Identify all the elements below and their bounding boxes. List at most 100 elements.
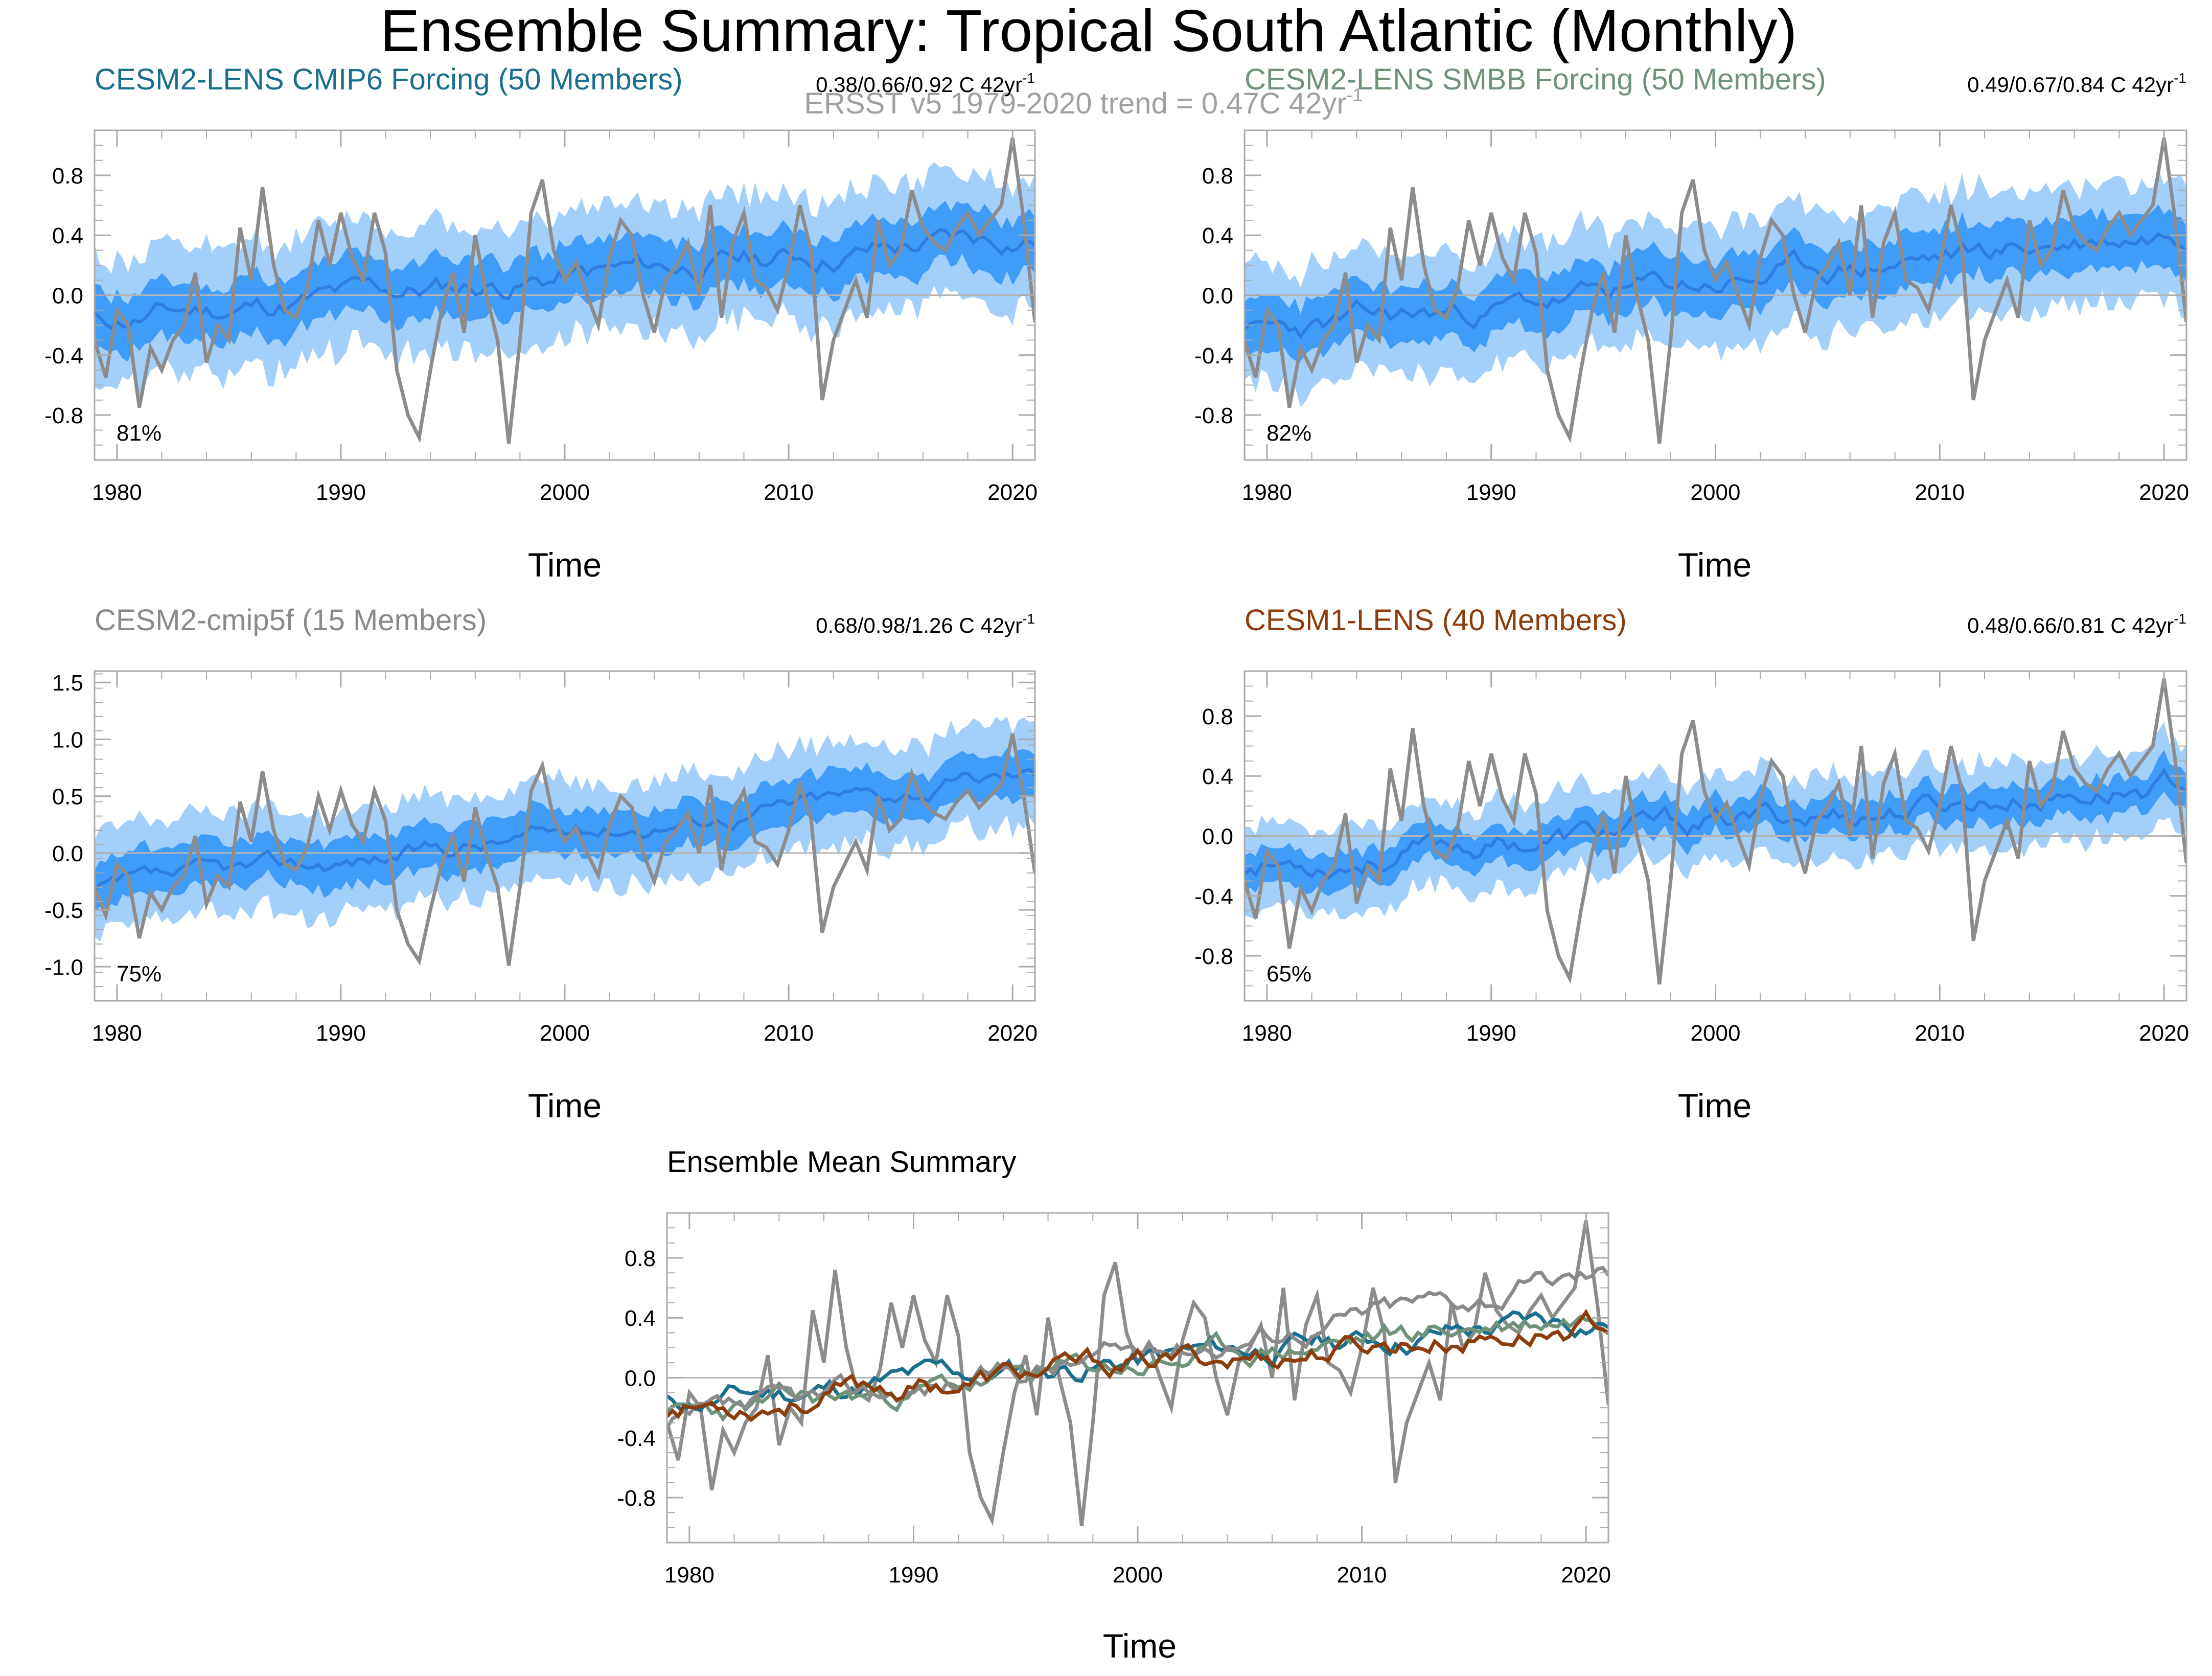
panel-cmip6-ytick-label-0: -0.8 bbox=[44, 403, 83, 428]
panel-cmip5f-trend: 0.68/0.98/1.26 C 42yr-1 bbox=[816, 611, 1035, 637]
panel-summary-ytick-label-0: -0.8 bbox=[617, 1486, 656, 1511]
panel-smbb-xtick-label-0: 1980 bbox=[1242, 480, 1292, 505]
panel-cmip5f-xtick-label-2: 2000 bbox=[540, 1021, 590, 1046]
panel-cesm1-xtick-label-1: 1990 bbox=[1466, 1021, 1516, 1046]
panel-cesm1-xtick-label-0: 1980 bbox=[1242, 1021, 1292, 1046]
panel-cesm1-xlabel: Time bbox=[1678, 1087, 1752, 1124]
panel-cmip5f-ytick-label-2: 0.0 bbox=[52, 841, 83, 866]
panel-cmip6-trend: 0.38/0.66/0.92 C 42yr-1 bbox=[816, 70, 1035, 97]
panel-cmip5f: CESM2-cmip5f (15 Members) 0.68/0.98/1.26… bbox=[44, 604, 1038, 1124]
panel-smbb-xtick-label-4: 2020 bbox=[2139, 480, 2189, 505]
panel-smbb: CESM2-LENS SMBB Forcing (50 Members) 0.4… bbox=[1194, 63, 2189, 584]
panel-cesm1-ytick-label-0: -0.8 bbox=[1194, 944, 1233, 969]
panel-summary-ytick-label-4: 0.8 bbox=[625, 1246, 656, 1271]
panel-smbb-xtick-label-1: 1990 bbox=[1466, 480, 1516, 505]
figure-subtitle-sup: -1 bbox=[1347, 84, 1363, 105]
panel-cmip6-obs-line bbox=[95, 137, 1035, 444]
panel-smbb-xtick-label-2: 2000 bbox=[1691, 480, 1741, 505]
panel-smbb-xtick-label-3: 2010 bbox=[1915, 480, 1965, 505]
panel-smbb-xlabel: Time bbox=[1678, 546, 1752, 584]
panel-cmip5f-ytick-label-4: 1.0 bbox=[52, 727, 83, 752]
panel-cmip5f-title: CESM2-cmip5f (15 Members) bbox=[95, 604, 487, 637]
panel-cesm1-pct: 65% bbox=[1266, 961, 1311, 986]
panel-cmip5f-pct: 75% bbox=[117, 961, 162, 986]
panel-cmip5f-ytick-label-3: 0.5 bbox=[52, 785, 83, 810]
panel-cesm1-plot-area bbox=[1245, 678, 2186, 985]
panel-cesm1-ytick-label-3: 0.4 bbox=[1202, 764, 1233, 789]
panel-cmip6-trend-text: 0.38/0.66/0.92 C 42yr bbox=[816, 73, 1022, 97]
panel-cmip6-xtick-label-1: 1990 bbox=[316, 480, 366, 505]
panel-cesm1-ytick-label-4: 0.8 bbox=[1202, 704, 1233, 729]
panel-cesm1-xtick-label-4: 2020 bbox=[2139, 1021, 2189, 1046]
panel-smbb-title: CESM2-LENS SMBB Forcing (50 Members) bbox=[1245, 63, 1826, 96]
panel-cesm1-ytick-label-1: -0.4 bbox=[1194, 884, 1233, 909]
panel-summary-title: Ensemble Mean Summary bbox=[667, 1145, 1016, 1179]
panel-summary-series-3 bbox=[667, 1308, 1608, 1422]
panel-summary-series-0 bbox=[667, 1310, 1608, 1413]
panel-summary-plot-area bbox=[667, 1220, 1608, 1527]
panel-cmip6-xtick-label-4: 2020 bbox=[987, 480, 1038, 505]
panel-summary-xtick-label-4: 2020 bbox=[1561, 1563, 1611, 1588]
panel-cesm1-trend-text: 0.48/0.66/0.81 C 42yr bbox=[1967, 613, 2174, 637]
panel-smbb-ytick-label-1: -0.4 bbox=[1194, 343, 1233, 369]
panel-cmip5f-trend-sup: -1 bbox=[1022, 611, 1035, 627]
panel-smbb-ens-mean-line bbox=[1245, 232, 2186, 339]
panel-cmip6: CESM2-LENS CMIP6 Forcing (50 Members) 0.… bbox=[44, 63, 1038, 584]
panel-cmip6-title: CESM2-LENS CMIP6 Forcing (50 Members) bbox=[95, 63, 683, 96]
panel-cesm1-trend-sup: -1 bbox=[2174, 611, 2186, 627]
panel-cmip6-ytick-label-1: -0.4 bbox=[44, 343, 83, 369]
panel-cmip5f-obs-line bbox=[95, 733, 1035, 966]
panel-summary: Ensemble Mean Summary Time -0.8 -0.4 0.0 0.… bbox=[617, 1145, 1611, 1665]
panel-cmip6-xtick-label-2: 2000 bbox=[540, 480, 590, 505]
panel-cesm1-ytick-label-2: 0.0 bbox=[1202, 824, 1233, 850]
panel-cmip5f-trend-text: 0.68/0.98/1.26 C 42yr bbox=[816, 613, 1022, 637]
panel-cmip5f-xtick-label-4: 2020 bbox=[987, 1021, 1038, 1046]
panel-summary-xtick-label-1: 1990 bbox=[888, 1563, 938, 1588]
panel-smbb-obs-line bbox=[1245, 137, 2186, 444]
panel-summary-xtick-label-3: 2010 bbox=[1337, 1563, 1387, 1588]
panel-cesm1-obs-line bbox=[1245, 678, 2186, 985]
panel-cesm1: CESM1-LENS (40 Members) 0.48/0.66/0.81 C… bbox=[1194, 604, 2189, 1124]
panel-cmip6-pct: 81% bbox=[117, 421, 162, 446]
figure-subtitle-text: ERSST v5 1979-2020 trend = 0.47C 42yr bbox=[804, 87, 1346, 120]
panel-cmip5f-plot-area bbox=[95, 716, 1035, 966]
panel-cmip6-ytick-label-4: 0.8 bbox=[52, 164, 83, 189]
panel-cmip6-xlabel: Time bbox=[528, 546, 602, 584]
panel-cesm1-xtick-label-2: 2000 bbox=[1691, 1021, 1741, 1046]
panel-cmip6-trend-sup: -1 bbox=[1022, 70, 1035, 86]
panel-smbb-ytick-label-2: 0.0 bbox=[1202, 284, 1233, 309]
panel-cmip5f-xtick-label-0: 1980 bbox=[92, 1021, 142, 1046]
panel-smbb-ytick-label-3: 0.4 bbox=[1202, 223, 1233, 248]
panel-cmip6-ytick-label-2: 0.0 bbox=[52, 284, 83, 309]
panel-cmip5f-xtick-label-1: 1990 bbox=[316, 1021, 366, 1046]
panel-summary-ytick-label-2: 0.0 bbox=[625, 1366, 656, 1391]
panel-smbb-pct: 82% bbox=[1266, 421, 1311, 446]
panel-summary-ytick-label-1: -0.4 bbox=[617, 1426, 656, 1451]
panel-summary-xtick-label-0: 1980 bbox=[664, 1563, 715, 1588]
panel-cmip5f-ytick-label-1: -0.5 bbox=[44, 898, 83, 923]
panel-smbb-ytick-label-0: -0.8 bbox=[1194, 403, 1233, 428]
panel-cmip6-xtick-label-0: 1980 bbox=[92, 480, 142, 505]
panel-summary-ytick-label-3: 0.4 bbox=[625, 1306, 656, 1331]
panel-smbb-trend-sup: -1 bbox=[2174, 70, 2186, 86]
panel-smbb-ytick-label-4: 0.8 bbox=[1202, 164, 1233, 189]
panel-cesm1-xtick-label-3: 2010 bbox=[1915, 1021, 1965, 1046]
panel-cmip6-xtick-label-3: 2010 bbox=[764, 480, 814, 505]
panel-smbb-trend-text: 0.49/0.67/0.84 C 42yr bbox=[1967, 73, 2174, 97]
panel-summary-xlabel: Time bbox=[1103, 1627, 1177, 1665]
figure-title: Ensemble Summary: Tropical South Atlanti… bbox=[380, 0, 1797, 64]
panel-cmip6-plot-area bbox=[95, 137, 1035, 444]
figure-subtitle: ERSST v5 1979-2020 trend = 0.47C 42yr-1 bbox=[804, 84, 1363, 120]
panel-smbb-plot-area bbox=[1245, 137, 2186, 444]
panel-cesm1-trend: 0.48/0.66/0.81 C 42yr-1 bbox=[1967, 611, 2186, 637]
panel-cmip5f-xtick-label-3: 2010 bbox=[764, 1021, 814, 1046]
panel-smbb-trend: 0.49/0.67/0.84 C 42yr-1 bbox=[1967, 70, 2186, 97]
panel-cmip5f-xlabel: Time bbox=[528, 1087, 602, 1124]
panel-summary-xtick-label-2: 2000 bbox=[1113, 1563, 1163, 1588]
panel-cesm1-ens-mean-line bbox=[1245, 767, 2186, 880]
panel-cesm1-title: CESM1-LENS (40 Members) bbox=[1245, 604, 1627, 637]
panel-cmip6-ytick-label-3: 0.4 bbox=[52, 223, 83, 248]
panel-cmip5f-ytick-label-5: 1.5 bbox=[52, 671, 83, 696]
panel-cmip5f-ytick-label-0: -1.0 bbox=[44, 955, 83, 980]
